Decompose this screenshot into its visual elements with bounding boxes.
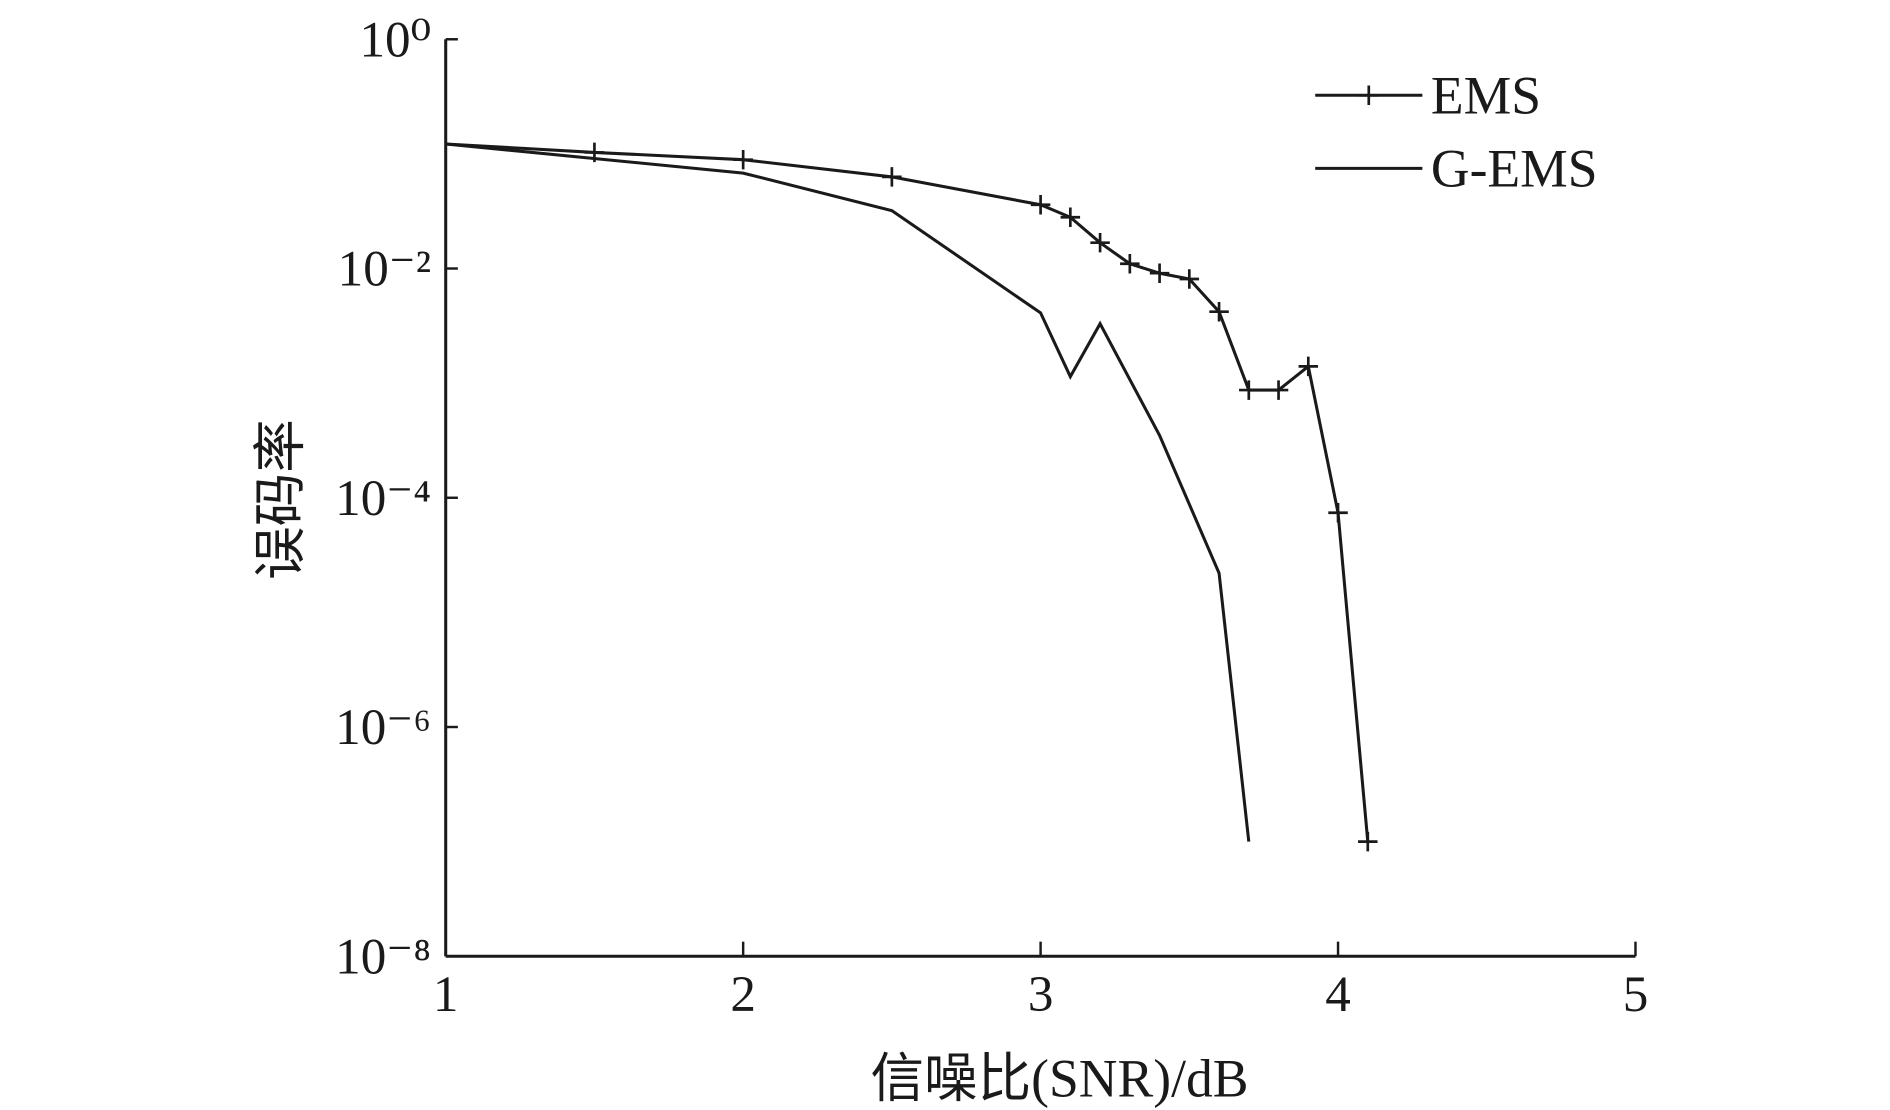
marker <box>1120 254 1140 274</box>
marker <box>1358 831 1378 852</box>
y-tick-label: 10⁻⁸ <box>335 928 431 985</box>
marker <box>1090 232 1110 253</box>
x-axis-label: 信噪比(SNR)/dB <box>870 1048 1248 1108</box>
x-tick-label: 1 <box>433 966 459 1023</box>
x-tick-label: 4 <box>1325 966 1351 1023</box>
marker <box>1209 301 1229 322</box>
marker <box>1239 380 1259 400</box>
marker <box>1268 380 1289 400</box>
marker <box>1149 263 1170 283</box>
line <box>445 142 1370 842</box>
x-tick-label: 3 <box>1028 966 1054 1023</box>
legend-label: G-EMS <box>1431 139 1598 199</box>
marker <box>1328 503 1348 523</box>
marker <box>1030 195 1051 215</box>
y-tick-label: 10⁻⁴ <box>335 470 431 527</box>
legend-label: EMS <box>1431 66 1541 126</box>
line <box>445 142 1251 842</box>
y-tick-label: 10⁰ <box>359 11 431 68</box>
x-tick-label: 2 <box>730 966 756 1023</box>
legend-marker <box>1359 85 1379 106</box>
y-tick-label: 10⁻⁶ <box>335 699 431 756</box>
marker <box>1179 269 1200 289</box>
marker <box>882 167 902 187</box>
marker <box>1060 207 1081 228</box>
x-tick-label: 5 <box>1623 966 1649 1023</box>
y-axis-label: 误码率 <box>250 419 310 580</box>
marker <box>1298 356 1319 377</box>
marker <box>733 149 753 170</box>
y-tick-label: 10⁻² <box>338 241 431 298</box>
